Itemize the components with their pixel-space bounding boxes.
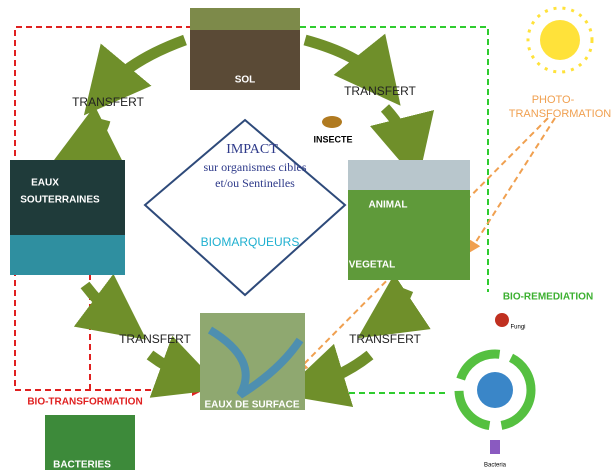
sol-grass xyxy=(190,8,300,30)
label: VEGETAL xyxy=(349,260,395,271)
label: TRANSFERT xyxy=(349,332,421,346)
insect xyxy=(322,116,342,128)
label: TRANSFERT xyxy=(119,332,191,346)
label: SOUTERRAINES xyxy=(20,195,100,206)
animal-sky xyxy=(348,160,470,190)
mushroom xyxy=(495,313,509,327)
label: et/ou Sentinelles xyxy=(215,176,295,190)
label: TRANSFERT xyxy=(72,95,144,109)
label: SOL xyxy=(235,75,256,86)
diagram: SOL TRANSFERT TRANSFERT INSECTE PHOTO- T… xyxy=(0,0,612,473)
label: PHOTO- xyxy=(532,94,575,106)
label: INSECTE xyxy=(313,134,352,144)
label: BIOMARQUEURS xyxy=(201,235,300,249)
label: TRANSFORMATION xyxy=(509,108,612,120)
label: EAUX DE SURFACE xyxy=(204,400,299,411)
river-image xyxy=(200,313,305,410)
label: Fungi xyxy=(510,325,525,331)
earth xyxy=(477,372,513,408)
label: BIO-REMEDIATION xyxy=(503,292,593,303)
label: BACTERIES xyxy=(53,460,111,471)
label: IMPACT xyxy=(226,142,278,157)
cave-water xyxy=(10,235,125,275)
label: Bacteria xyxy=(484,463,507,469)
label: BIO-TRANSFORMATION xyxy=(27,397,142,408)
label: TRANSFERT xyxy=(344,84,416,98)
bacteria-icon xyxy=(490,440,500,454)
label: EAUX xyxy=(31,178,59,189)
sun xyxy=(540,20,580,60)
label: ANIMAL xyxy=(369,200,408,211)
label: sur organismes cibles xyxy=(203,160,306,174)
